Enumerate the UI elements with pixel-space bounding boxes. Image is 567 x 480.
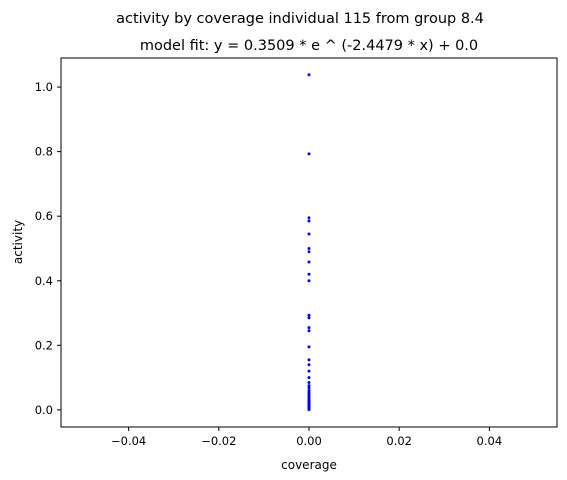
- data-point: [308, 329, 311, 332]
- data-point: [308, 247, 311, 250]
- data-point: [308, 326, 311, 329]
- y-axis: 0.0 0.2 0.4 0.6 0.8 1.0: [35, 80, 61, 417]
- x-tick-label: 0.02: [386, 434, 412, 448]
- data-point: [308, 376, 311, 379]
- x-tick-label: 0.04: [477, 434, 503, 448]
- x-tick-label: 0.00: [296, 434, 322, 448]
- data-point: [308, 220, 311, 223]
- data-point: [308, 250, 311, 253]
- data-point: [308, 408, 311, 411]
- y-tick-label: 0.6: [35, 209, 53, 223]
- data-point: [308, 273, 311, 276]
- y-tick-label: 0.2: [35, 338, 53, 352]
- y-tick-label: 0.4: [35, 274, 53, 288]
- x-tick-label: −0.04: [111, 434, 146, 448]
- data-point: [308, 386, 311, 389]
- data-point: [308, 279, 311, 282]
- chart-title: activity by coverage individual 115 from…: [116, 11, 484, 27]
- y-tick-label: 0.0: [35, 403, 53, 417]
- x-axis: −0.04 −0.02 0.00 0.02 0.04: [111, 427, 502, 448]
- x-tick-label: −0.02: [201, 434, 236, 448]
- data-point: [308, 381, 311, 384]
- data-point: [308, 216, 311, 219]
- y-tick-label: 1.0: [35, 80, 53, 94]
- y-tick-label: 0.8: [35, 145, 53, 159]
- data-point: [308, 232, 311, 235]
- data-point: [308, 316, 311, 319]
- data-point: [308, 370, 311, 373]
- data-point: [308, 73, 311, 76]
- x-axis-label: coverage: [281, 458, 337, 472]
- data-point: [308, 314, 311, 317]
- data-point: [308, 363, 311, 366]
- chart-subtitle: model fit: y = 0.3509 * e ^ (-2.4479 * x…: [140, 38, 478, 54]
- data-point: [308, 345, 311, 348]
- y-axis-label: activity: [11, 220, 25, 264]
- data-point: [308, 152, 311, 155]
- data-point: [308, 261, 311, 264]
- data-point: [308, 358, 311, 361]
